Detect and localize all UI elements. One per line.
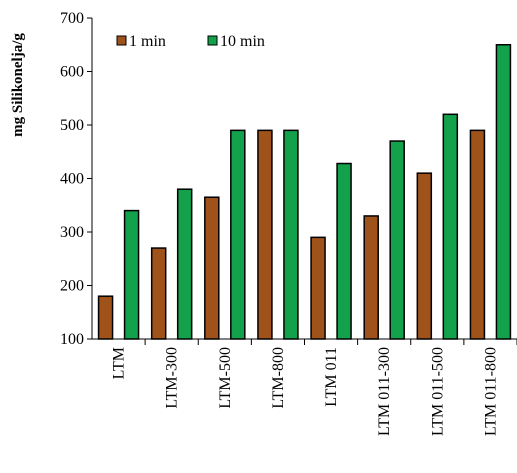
bar-1min-5 bbox=[363, 215, 379, 340]
y-tick-label: 500 bbox=[60, 117, 84, 134]
bar-10min-4 bbox=[336, 162, 352, 340]
bar-10min-3 bbox=[283, 129, 299, 340]
y-tick-label: 300 bbox=[60, 224, 84, 241]
bar-1min-4 bbox=[310, 236, 326, 340]
x-tick-label: LTM-300 bbox=[164, 347, 181, 409]
bar-1min-2 bbox=[204, 196, 220, 340]
y-tick-label: 200 bbox=[60, 278, 84, 295]
legend-label-10min: 10 min bbox=[220, 33, 265, 50]
y-tick-label: 400 bbox=[60, 171, 84, 188]
x-tick-label: LTM 011-500 bbox=[429, 347, 446, 436]
bar-1min-0 bbox=[97, 295, 114, 340]
y-tick-label: 100 bbox=[60, 331, 84, 348]
y-axis-label: mg Silikonelja/g bbox=[10, 33, 26, 137]
y-tick-label: 600 bbox=[60, 64, 84, 81]
bar-10min-0 bbox=[123, 209, 140, 340]
bar-10min-5 bbox=[389, 140, 405, 340]
bar-1min-7 bbox=[469, 129, 486, 340]
bar-10min-6 bbox=[442, 113, 459, 340]
x-tick-label: LTM bbox=[111, 347, 128, 379]
legend-swatch-10min bbox=[207, 35, 218, 46]
bar-1min-1 bbox=[150, 247, 167, 340]
bar-10min-2 bbox=[230, 129, 246, 340]
x-tick-labels: LTM LTM-300 LTM-500 LTM-800 LTM 011 LTM 011-3… bbox=[111, 347, 500, 436]
bars-group bbox=[97, 44, 512, 340]
y-tick-labels: 100 200 300 400 500 600 700 bbox=[60, 10, 84, 348]
x-tick-label: LTM 011-800 bbox=[482, 347, 499, 436]
x-tick-label: LTM 011 bbox=[323, 347, 340, 407]
bar-1min-6 bbox=[416, 172, 433, 340]
axes-group bbox=[87, 17, 517, 345]
legend-label-1min: 1 min bbox=[129, 33, 166, 50]
legend-swatch-1min bbox=[116, 35, 127, 46]
x-tick-label: LTM 011-300 bbox=[376, 347, 393, 436]
bar-1min-3 bbox=[257, 129, 273, 340]
y-tick-label: 700 bbox=[60, 10, 84, 27]
bar-10min-7 bbox=[495, 44, 512, 340]
x-tick-label: LTM-500 bbox=[217, 347, 234, 409]
legend: 1 min 10 min bbox=[116, 33, 265, 50]
bar-10min-1 bbox=[176, 188, 193, 340]
x-tick-label: LTM-800 bbox=[270, 347, 287, 409]
